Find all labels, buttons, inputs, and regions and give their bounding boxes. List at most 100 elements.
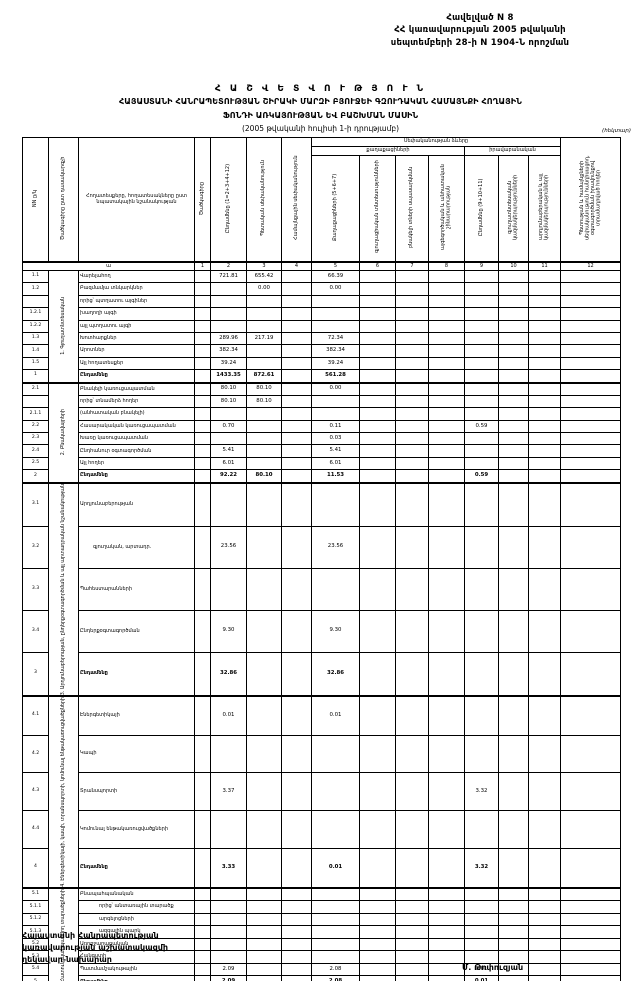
value-cell — [210, 912, 247, 927]
value-cell — [281, 525, 312, 569]
value-cell — [527, 456, 562, 471]
value-cell — [311, 394, 360, 409]
value-cell: 72.34 — [311, 331, 360, 346]
value-cell — [560, 912, 622, 927]
value-cell — [359, 419, 396, 434]
value-cell — [464, 567, 499, 611]
value-cell — [359, 734, 396, 774]
value-cell — [527, 407, 562, 421]
table-row: 4 Ընդամենը 3.33 0.01 3.32 — [22, 847, 622, 889]
value-cell — [246, 847, 282, 889]
value-cell — [527, 282, 562, 296]
value-cell — [560, 469, 622, 484]
value-cell: 80.10 — [210, 394, 247, 409]
value-cell — [428, 887, 465, 902]
value-cell — [359, 307, 396, 321]
row-code — [194, 444, 211, 458]
value-cell — [311, 407, 360, 421]
table-row: 5.3 Հանգստի — [22, 950, 622, 964]
value-cell — [527, 900, 562, 914]
row-code — [194, 734, 211, 774]
value-cell — [464, 810, 499, 849]
th-total: Ընդամենը (1=2+3+4+12) — [210, 137, 247, 263]
row-number: 4.3 — [22, 772, 49, 812]
table-row: 3.4 Ընդերքօգտագործման 9.30 9.30 — [22, 609, 622, 653]
table-row: 4.4 Կոմունալ ենթակառուցվածքների — [22, 810, 622, 849]
table-row: 3.1 3. Արդյունաբերության, ընդերքօգտագործմ… — [22, 482, 622, 697]
value-cell — [560, 609, 622, 653]
value-cell — [281, 609, 312, 653]
value-cell — [560, 525, 622, 569]
row-label: Այլ հողատեսքեր — [78, 356, 195, 371]
value-cell — [281, 282, 312, 296]
th-farm-households: գյուղացիական տնտեսությունների — [359, 155, 396, 263]
value-cell — [464, 456, 499, 471]
th-legal-total: Ընդամենը (9+10+11) — [464, 155, 499, 263]
annex-line-2: ՀՀ կառավարության 2005 թվականի — [394, 25, 566, 36]
table-row: 5 Ընդամենը 2.09 2.08 0.01 — [22, 975, 622, 981]
row-label: Արդյունաբերության — [78, 482, 195, 527]
value-cell — [281, 847, 312, 889]
th-use-right-lands: Պետության և համայնքների սեփականություն հ… — [560, 137, 622, 263]
value-cell: 382.34 — [210, 344, 247, 358]
value-cell — [428, 356, 465, 371]
value-cell — [359, 394, 396, 409]
row-label: Ընդամենը — [78, 651, 195, 697]
value-cell: 0.59 — [464, 419, 499, 434]
column-number-cell: 3 — [246, 261, 282, 271]
table-row: 3.3 Պահեստարանների — [22, 567, 622, 611]
row-number: 1.1 — [22, 269, 49, 284]
value-cell — [359, 651, 396, 697]
column-number-cell: 6 — [359, 261, 396, 271]
value-cell — [527, 369, 562, 384]
value-cell — [311, 912, 360, 927]
value-cell — [560, 269, 622, 284]
value-cell — [498, 456, 529, 471]
signatory-name: Մ. Թոփուզյան — [462, 963, 524, 972]
value-cell — [311, 810, 360, 849]
row-number: 2.3 — [22, 432, 49, 446]
row-code — [194, 419, 211, 434]
value-cell — [246, 294, 282, 309]
value-cell — [210, 407, 247, 421]
table-row: 1.1 1. Գյուղատնտեսական Վարելահող 721.81 655.… — [22, 269, 622, 384]
value-cell — [281, 734, 312, 774]
value-cell — [428, 734, 465, 774]
value-cell — [281, 975, 312, 981]
value-cell — [210, 567, 247, 611]
value-cell — [281, 407, 312, 421]
value-cell — [560, 307, 622, 321]
value-cell: 32.86 — [311, 651, 360, 697]
row-label: Տրանսպորտի — [78, 772, 195, 812]
value-cell — [246, 772, 282, 812]
value-cell — [464, 444, 499, 458]
th-industrial-organizations: արդյունաբերական և այլ կազմակերպություննե… — [527, 155, 562, 263]
value-cell: 217.19 — [246, 331, 282, 346]
value-cell: 3.32 — [464, 772, 499, 812]
value-cell — [464, 319, 499, 333]
row-code — [194, 432, 211, 446]
th-group-ownership: Սեփականության ձևերը — [310, 137, 562, 147]
value-cell — [498, 810, 529, 849]
row-label: արգելոցների — [78, 912, 195, 927]
value-cell — [428, 407, 465, 421]
value-cell — [560, 444, 622, 458]
row-label: Խառը կառուցապատման — [78, 432, 195, 446]
value-cell — [464, 900, 499, 914]
value-cell — [311, 307, 360, 321]
value-cell — [210, 900, 247, 914]
row-code — [194, 294, 211, 309]
table-row: 5.1.3 ազգային պարկ — [22, 925, 622, 939]
row-number: 3.4 — [22, 609, 49, 653]
value-cell — [359, 847, 396, 889]
value-cell — [498, 407, 529, 421]
value-cell — [246, 356, 282, 371]
table-row: 1.2 Բազմամյա տնկարկներ 0.00 0.00 — [22, 282, 622, 296]
row-label: Կոմունալ ենթակառուցվածքների — [78, 810, 195, 849]
value-cell: 23.56 — [311, 525, 360, 569]
value-cell — [311, 887, 360, 902]
value-cell — [464, 307, 499, 321]
row-code — [194, 847, 211, 889]
value-cell — [395, 432, 429, 446]
th-garden-individual: այգեգործական և անհատական շինարարության — [428, 155, 465, 263]
